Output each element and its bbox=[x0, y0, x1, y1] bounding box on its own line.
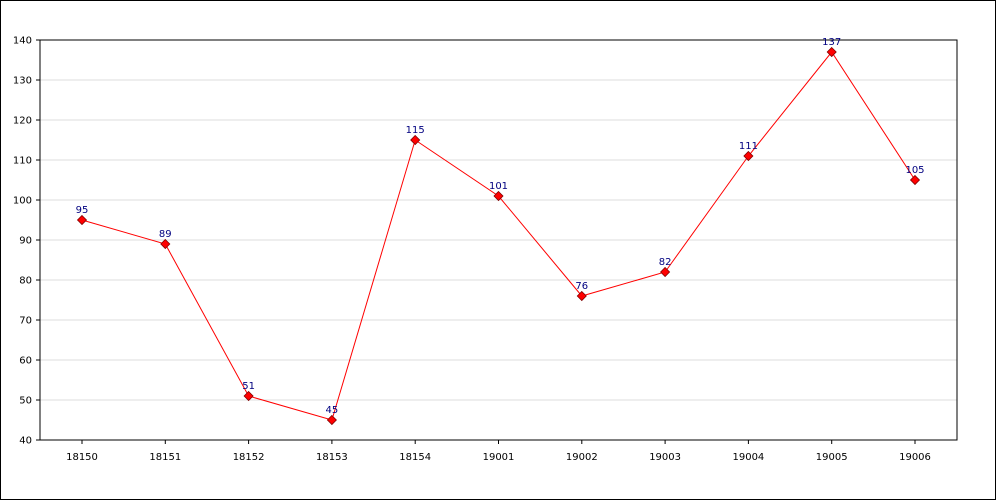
data-label: 51 bbox=[242, 381, 255, 392]
y-tick-label: 40 bbox=[19, 436, 32, 447]
x-tick-label: 19003 bbox=[649, 452, 681, 463]
x-tick-label: 18151 bbox=[149, 452, 181, 463]
y-tick-label: 90 bbox=[19, 236, 32, 247]
x-tick-label: 19001 bbox=[483, 452, 515, 463]
data-point bbox=[743, 150, 754, 162]
data-label: 89 bbox=[159, 229, 172, 240]
y-tick-label: 70 bbox=[19, 316, 32, 327]
data-label: 115 bbox=[406, 125, 425, 136]
x-tick-label: 18154 bbox=[399, 452, 431, 463]
y-tick-label: 140 bbox=[13, 36, 32, 47]
data-point bbox=[660, 266, 671, 278]
x-axis: 18150 18151 18152 18153 18154 19001 19002 19003… bbox=[66, 440, 931, 463]
y-tick-label: 120 bbox=[13, 116, 32, 127]
data-point bbox=[76, 214, 88, 226]
data-label: 111 bbox=[739, 141, 758, 152]
y-tick-label: 80 bbox=[19, 276, 32, 287]
data-point bbox=[909, 174, 921, 186]
y-tick-label: 110 bbox=[13, 156, 32, 167]
data-point bbox=[493, 190, 504, 202]
y-tick-label: 60 bbox=[19, 356, 32, 367]
y-axis: 40 50 60 70 80 90 100 110 120 130 140 bbox=[13, 36, 40, 447]
data-label: 105 bbox=[905, 165, 924, 176]
x-tick-label: 18152 bbox=[233, 452, 265, 463]
data-label: 82 bbox=[659, 257, 672, 268]
x-tick-label: 18153 bbox=[316, 452, 348, 463]
data-label: 76 bbox=[575, 281, 588, 292]
data-point bbox=[160, 238, 171, 250]
x-tick-label: 19002 bbox=[566, 452, 598, 463]
gridlines bbox=[40, 79, 957, 401]
data-point bbox=[326, 414, 337, 426]
x-tick-label: 19005 bbox=[816, 452, 848, 463]
x-tick-label: 19004 bbox=[732, 452, 764, 463]
data-label: 101 bbox=[489, 181, 508, 192]
y-tick-label: 50 bbox=[19, 396, 32, 407]
x-tick-label: 19006 bbox=[899, 452, 931, 463]
series-group: 95 89 51 45 115 101 76 82 111 137 105 bbox=[76, 37, 925, 426]
y-tick-label: 100 bbox=[13, 196, 32, 207]
series-line bbox=[81, 51, 916, 421]
data-point bbox=[410, 134, 421, 146]
data-label: 95 bbox=[76, 205, 89, 216]
data-point bbox=[243, 390, 254, 402]
y-tick-label: 130 bbox=[13, 76, 32, 87]
data-point bbox=[826, 46, 837, 58]
data-point bbox=[576, 290, 587, 302]
x-tick-label: 18150 bbox=[66, 452, 98, 463]
data-label: 137 bbox=[822, 37, 841, 48]
data-label: 45 bbox=[326, 405, 339, 416]
